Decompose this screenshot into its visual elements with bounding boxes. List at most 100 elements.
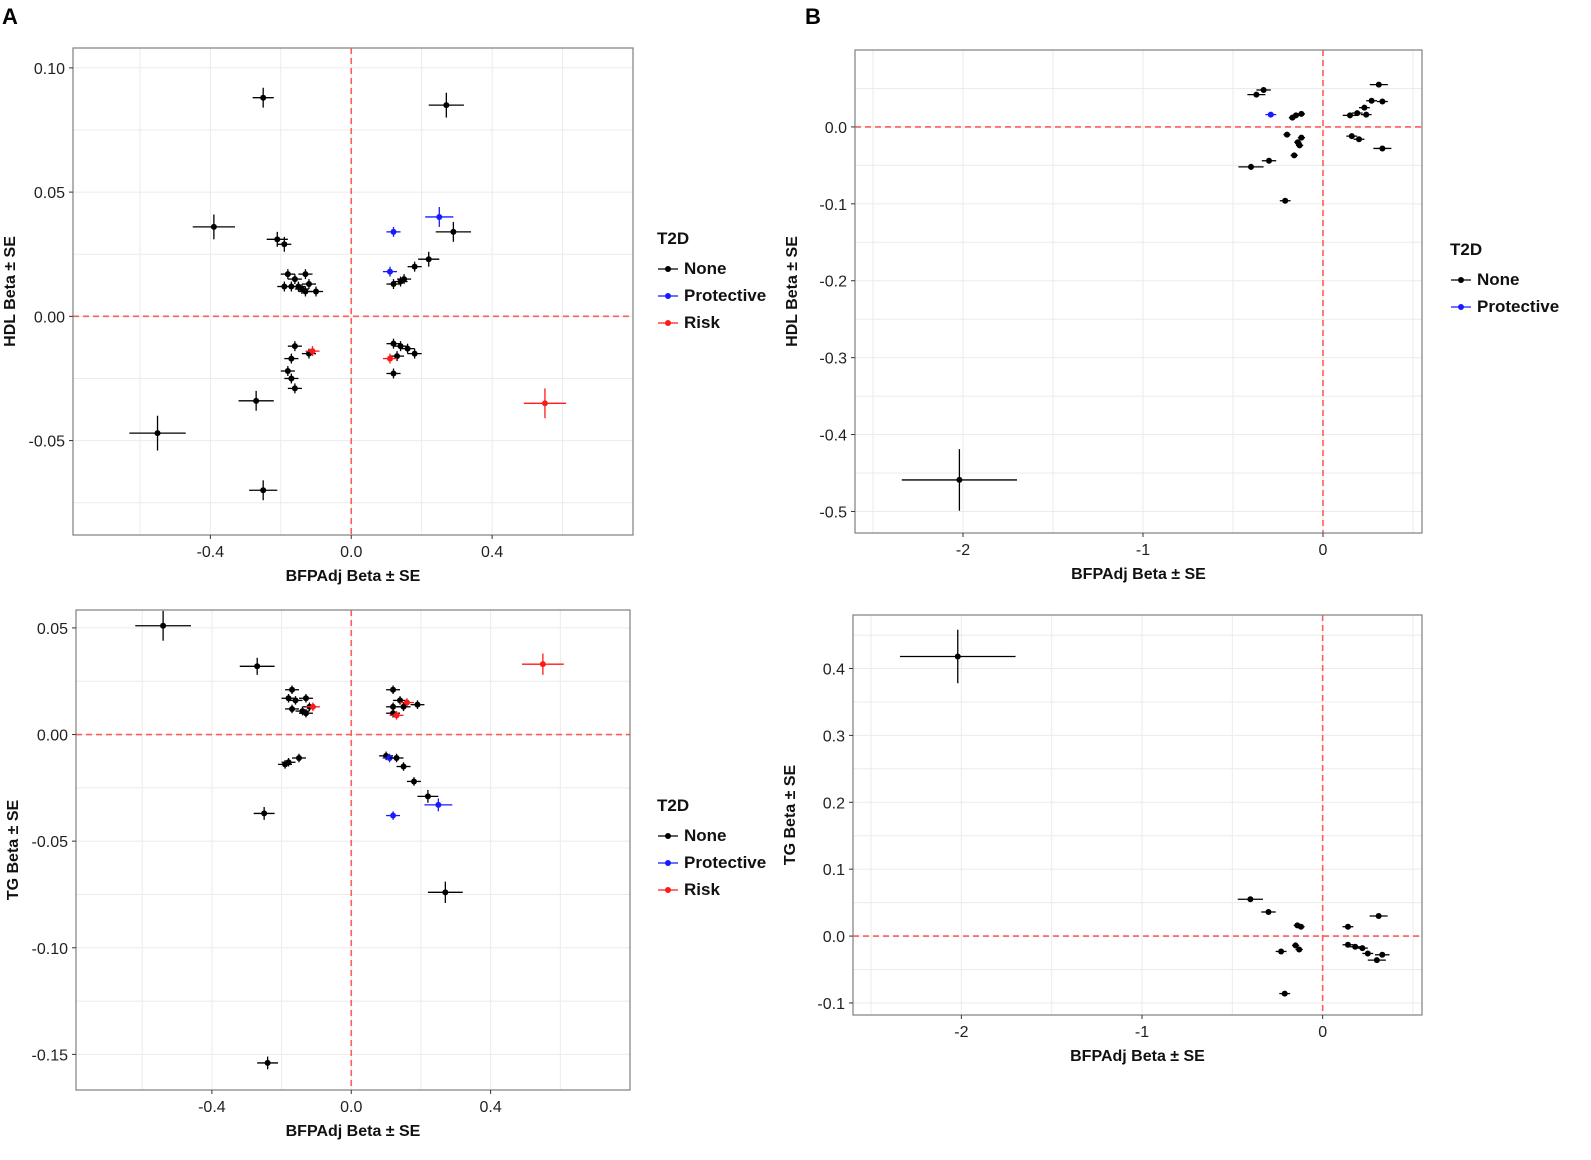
point-marker — [1278, 948, 1285, 955]
y-axis-title: TG Beta ± SE — [782, 764, 799, 865]
data-point — [285, 704, 299, 714]
data-point — [417, 789, 439, 803]
point-marker — [1293, 112, 1299, 119]
data-point — [252, 87, 274, 108]
x-tick-label: -2 — [956, 542, 970, 559]
data-point — [277, 236, 292, 252]
plot-frame — [72, 47, 634, 536]
data-point — [386, 685, 401, 695]
x-tick-label: 0.4 — [480, 1099, 502, 1116]
plot-b-hdl: -2 -1 0 -0.5 -0.4 -0.3 -0.2 -0.1 0.0 BFPAdj Beta … — [784, 49, 1559, 583]
point-marker — [404, 345, 411, 352]
data-point — [1279, 990, 1291, 997]
point-marker — [302, 271, 309, 278]
y-tick-label: 0.0 — [825, 120, 847, 137]
point-marker — [390, 228, 397, 235]
y-tick-label: 0.2 — [823, 795, 845, 812]
data-point — [386, 368, 401, 379]
data-point — [396, 762, 411, 771]
data-point — [425, 207, 454, 227]
data-point — [1265, 111, 1277, 118]
data-point — [407, 348, 422, 359]
point-marker — [302, 288, 309, 295]
point-marker — [274, 236, 281, 243]
point-marker — [442, 889, 449, 896]
point-marker — [302, 710, 309, 717]
data-point — [523, 388, 567, 419]
point-marker — [1298, 110, 1305, 117]
point-marker — [1359, 945, 1366, 952]
point-marker — [1361, 104, 1368, 111]
y-tick-label: 0.05 — [34, 185, 65, 202]
legend-key-marker — [1458, 304, 1464, 310]
data-point — [292, 753, 306, 763]
data-point — [389, 753, 404, 763]
point-marker — [291, 276, 298, 283]
data-point — [288, 696, 303, 705]
legend-entry: None — [658, 826, 727, 845]
x-tick-label: -2 — [954, 1024, 968, 1041]
legend-label: None — [1477, 270, 1520, 289]
data-point — [1349, 943, 1361, 950]
point-marker — [390, 703, 397, 710]
data-point — [1375, 951, 1390, 958]
y-tick-label: -0.3 — [819, 351, 847, 368]
data-point — [521, 653, 564, 675]
point-marker — [1379, 951, 1386, 958]
data-point — [1283, 131, 1291, 138]
legend: T2D None Protective — [1450, 240, 1559, 316]
point-marker — [295, 754, 302, 761]
plot-a-hdl: -0.4 0.0 0.4 -0.05 0.00 0.05 0.10 BFPAdj Beta ±… — [2, 47, 766, 585]
data-point — [386, 338, 401, 349]
data-point — [287, 383, 302, 394]
data-point — [1359, 104, 1370, 111]
data-point — [298, 708, 313, 718]
data-point — [298, 694, 313, 703]
point-marker — [1375, 913, 1382, 920]
legend: T2D None Protective Risk — [657, 796, 766, 899]
y-tick-label: -0.05 — [32, 834, 69, 851]
point-marker — [154, 430, 161, 437]
y-tick-label: 0.05 — [37, 621, 68, 638]
legend-title: T2D — [657, 229, 689, 248]
legend-label: None — [684, 259, 727, 278]
point-marker — [404, 699, 411, 706]
data-point — [249, 480, 278, 501]
x-axis-title: BFPAdj Beta ± SE — [286, 1123, 421, 1140]
data-point — [1261, 157, 1277, 164]
point-marker — [291, 385, 298, 392]
point-marker — [539, 661, 546, 668]
point-marker — [1292, 942, 1299, 949]
data-point — [1373, 145, 1392, 152]
point-marker — [425, 256, 432, 263]
point-marker — [397, 343, 404, 350]
point-marker — [292, 697, 299, 704]
legend-label: Protective — [1477, 297, 1559, 316]
point-marker — [309, 703, 316, 710]
data-point — [899, 629, 1016, 684]
y-tick-label: -0.1 — [817, 996, 845, 1013]
legend-label: Protective — [684, 286, 766, 305]
data-point — [1297, 923, 1305, 930]
data-point — [382, 266, 398, 277]
point-marker — [1281, 990, 1288, 997]
point-marker — [309, 348, 316, 355]
point-marker — [390, 281, 397, 288]
data-point — [1275, 948, 1287, 955]
data-point — [1279, 197, 1291, 204]
point-marker — [400, 763, 407, 770]
y-tick-label: 0.0 — [823, 929, 845, 946]
y-tick-label: -0.4 — [819, 428, 847, 445]
x-tick-label: -0.4 — [197, 544, 225, 561]
point-marker — [1356, 136, 1362, 143]
data-point — [1261, 908, 1276, 915]
data-point — [1366, 97, 1377, 104]
y-axis-title: TG Beta ± SE — [5, 799, 22, 900]
point-marker — [281, 241, 288, 248]
data-point — [424, 798, 453, 812]
data-point — [192, 214, 236, 240]
data-point — [257, 1056, 279, 1070]
y-axis-title: HDL Beta ± SE — [2, 236, 19, 347]
data-point — [280, 366, 295, 376]
